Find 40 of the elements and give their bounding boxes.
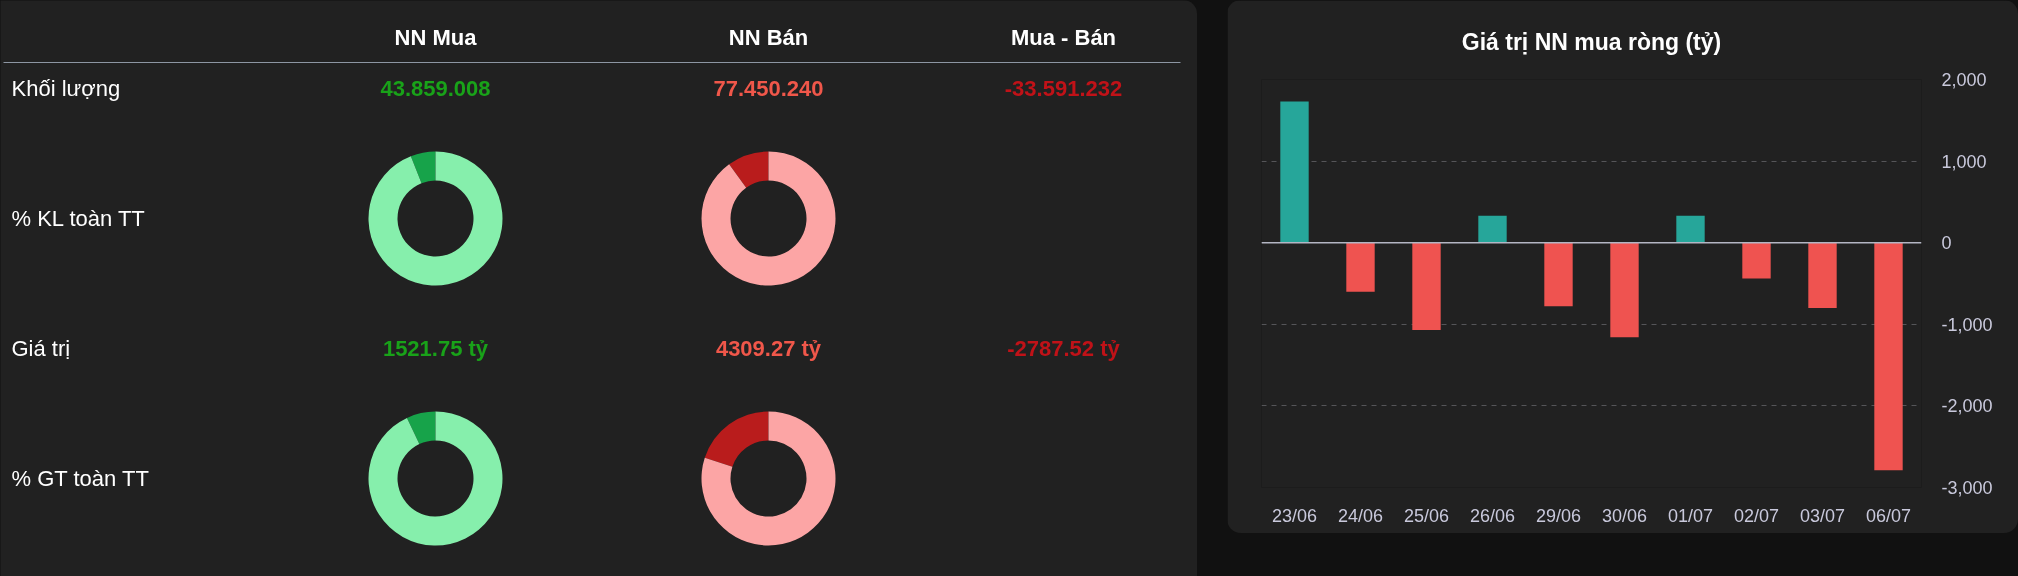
x-tick-label: 25/06 — [1403, 505, 1450, 526]
text: 1521.75 tỷ — [382, 336, 489, 361]
bar — [1808, 242, 1837, 308]
y-tick-label: 2,000 — [1941, 70, 1987, 90]
x-tick-label: 26/06 — [1469, 505, 1516, 526]
text: 77.450.240 — [713, 76, 824, 101]
bar — [1412, 242, 1441, 331]
x-tick-label: 01/07 — [1667, 505, 1714, 526]
x-tick-label: 02/07 — [1733, 505, 1780, 526]
text: 4309.27 tỷ — [715, 336, 822, 361]
x-tick-label: 03/07 — [1799, 505, 1846, 526]
category-label: Mua - Bán — [1010, 25, 1117, 50]
x-tick-label: 06/07 — [1865, 505, 1912, 526]
category-label: % GT toàn TT — [11, 466, 149, 491]
category-label: Khối lượng — [11, 76, 121, 101]
x-tick-label: 29/06 — [1535, 505, 1582, 526]
category-label: Giá trị — [11, 336, 71, 361]
category-label: NN Mua — [394, 25, 478, 50]
bar — [1544, 242, 1573, 307]
text: -33.591.232 — [1004, 76, 1123, 101]
category-label: NN Bán — [728, 25, 809, 50]
bar — [1874, 242, 1903, 471]
bar — [1280, 101, 1309, 243]
text: 43.859.008 — [380, 76, 491, 101]
bar — [1346, 242, 1375, 292]
y-tick-label: -3,000 — [1941, 478, 1993, 498]
x-tick-label: 23/06 — [1271, 505, 1318, 526]
bar — [1742, 242, 1771, 279]
category-label: % KL toàn TT — [11, 206, 145, 231]
x-tick-label: 24/06 — [1337, 505, 1384, 526]
y-tick-label: -1,000 — [1941, 314, 1993, 335]
y-tick-label: 0 — [1941, 233, 1952, 254]
bar — [1478, 215, 1507, 243]
x-tick-label: 30/06 — [1601, 505, 1648, 526]
chart-title: Giá trị NN mua ròng (tỷ) — [1461, 28, 1722, 55]
bar — [1610, 242, 1639, 338]
bar — [1676, 215, 1705, 243]
y-tick-label: 1,000 — [1941, 151, 1987, 172]
text: -2787.52 tỷ — [1007, 336, 1120, 361]
y-tick-label: -2,000 — [1941, 396, 1993, 417]
